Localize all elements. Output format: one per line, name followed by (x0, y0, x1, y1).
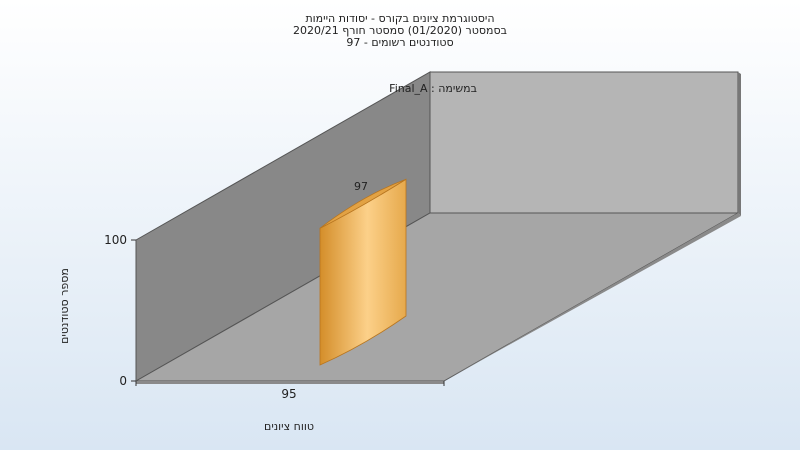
y-axis-title: מספר סטודנטים (58, 268, 71, 344)
bar-top-0 (319, 178, 407, 229)
x-tick-label: 95 (281, 387, 296, 401)
chart-title-line-2: בסמסטר (01/2020) סמסטר חורף 2020/21 (293, 24, 507, 37)
bar-data-label-0: 97 (354, 180, 368, 193)
chart-title-line-3: סטודנטים רשומים - 97 (346, 36, 454, 49)
chart-back-wall-edge (738, 72, 741, 216)
y-tick-label-0: 0 (119, 374, 127, 388)
y-tick-label-100: 100 (104, 233, 127, 247)
chart-title-line-1: היסטוגרמת ציונים בקורס - יסודות היימות (305, 12, 495, 25)
x-axis-title: טווח ציונים (264, 420, 314, 433)
series-label: Final_A : במשימה (389, 82, 477, 95)
bar-group: 97 (319, 178, 407, 366)
